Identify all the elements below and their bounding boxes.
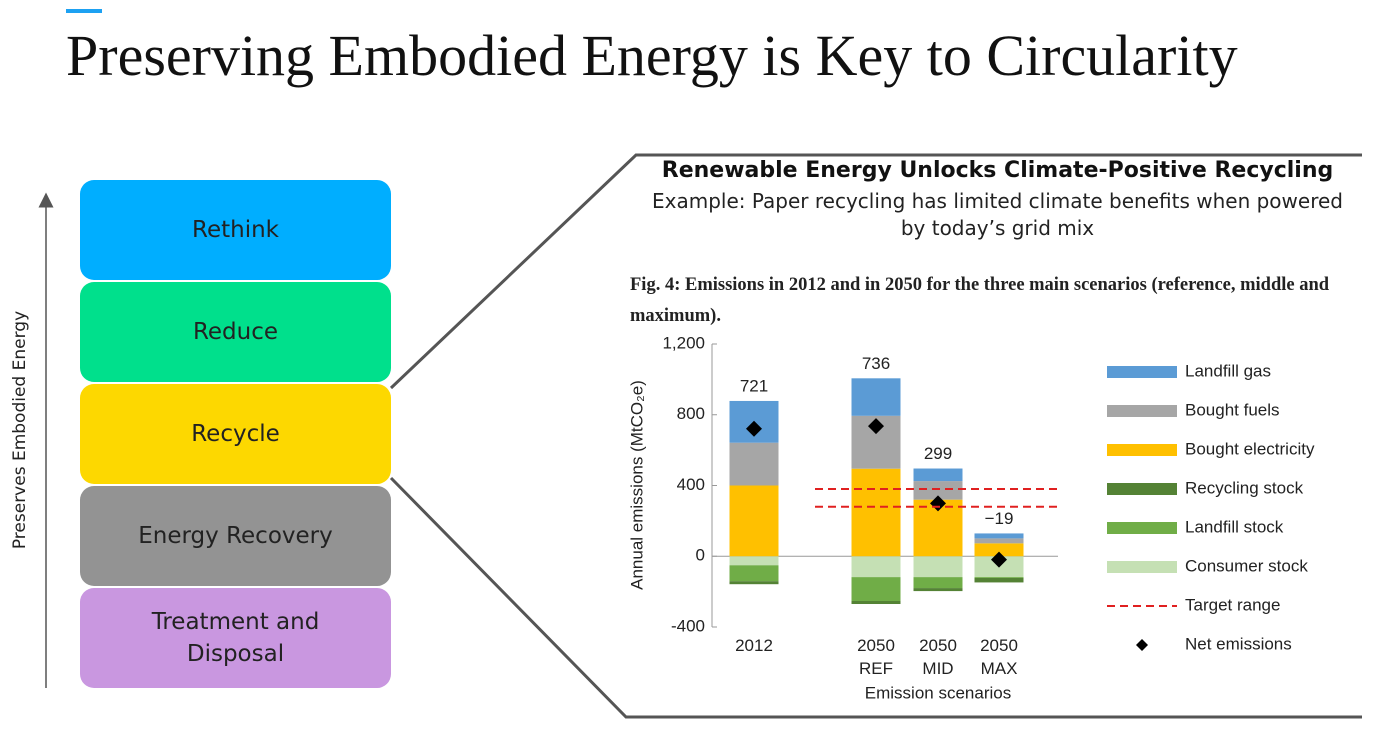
level-box: Recycle bbox=[80, 384, 391, 484]
bar-segment bbox=[913, 588, 963, 592]
net-marker bbox=[868, 418, 884, 435]
bar-segment bbox=[851, 577, 901, 601]
bar-segment bbox=[974, 577, 1024, 579]
legend-swatch bbox=[1107, 405, 1177, 417]
y-tick-label: -400 bbox=[671, 616, 705, 635]
callout-heading: Renewable Energy Unlocks Climate-Positiv… bbox=[661, 158, 1334, 183]
legend-label: Landfill stock bbox=[1185, 517, 1284, 536]
bar-segment bbox=[913, 556, 963, 578]
x-axis-title: Emission scenarios bbox=[865, 683, 1011, 702]
bar-segment bbox=[851, 378, 901, 416]
callout-line bbox=[389, 476, 1362, 719]
x-tick-label: 2050 MAX bbox=[980, 636, 1018, 678]
legend-label: Consumer stock bbox=[1185, 556, 1308, 575]
x-tick-label: 2050 MID bbox=[919, 636, 957, 678]
net-marker bbox=[991, 551, 1007, 568]
legend-label: Bought electricity bbox=[1185, 439, 1315, 458]
bar-segment bbox=[729, 581, 779, 585]
bar-segment bbox=[974, 543, 1024, 557]
net-marker bbox=[746, 420, 762, 437]
y-tick-label: 400 bbox=[677, 475, 705, 494]
bar-segment bbox=[913, 577, 963, 589]
y-tick-label: 800 bbox=[677, 404, 705, 423]
legend-swatch bbox=[1107, 366, 1177, 378]
legend-swatch bbox=[1136, 639, 1148, 651]
legend-swatch bbox=[1107, 444, 1177, 456]
accent-bar bbox=[66, 9, 102, 13]
legend-label: Net emissions bbox=[1185, 634, 1292, 653]
data-label: 721 bbox=[740, 376, 768, 395]
bar-segment bbox=[729, 485, 779, 557]
legend-label: Target range bbox=[1185, 595, 1280, 614]
callout-line bbox=[389, 153, 1362, 390]
figure-caption: Fig. 4: Emissions in 2012 and in 2050 fo… bbox=[630, 275, 1330, 326]
level-box: Treatment and Disposal bbox=[80, 588, 391, 688]
bar-segment bbox=[913, 468, 963, 482]
x-tick-label: 2012 bbox=[735, 636, 773, 655]
bar-segment bbox=[729, 556, 779, 566]
legend-label: Recycling stock bbox=[1185, 478, 1304, 497]
level-box: Energy Recovery bbox=[80, 486, 391, 586]
y-tick-label: 0 bbox=[696, 546, 705, 565]
y-axis-title: Annual emissions (MtCO₂e) bbox=[627, 380, 646, 590]
bar-segment bbox=[974, 533, 1024, 539]
legend-swatch bbox=[1107, 483, 1177, 495]
data-label: 736 bbox=[862, 354, 890, 373]
level-box: Rethink bbox=[80, 180, 391, 280]
bar-segment bbox=[851, 600, 901, 605]
bar-segment bbox=[851, 556, 901, 578]
slide-title: Preserving Embodied Energy is Key to Cir… bbox=[66, 23, 1238, 88]
legend-swatch bbox=[1107, 561, 1177, 573]
bar-segment bbox=[913, 481, 963, 500]
callout-text: Example: Paper recycling has limited cli… bbox=[652, 189, 1343, 240]
data-label: −19 bbox=[985, 509, 1014, 528]
bar-segment bbox=[729, 442, 779, 486]
legend-swatch bbox=[1107, 522, 1177, 534]
bar-segment bbox=[974, 578, 1024, 583]
x-tick-label: 2050 REF bbox=[857, 636, 895, 678]
bar-segment bbox=[851, 468, 901, 557]
bar-segment bbox=[974, 538, 1024, 544]
legend-label: Landfill gas bbox=[1185, 361, 1271, 380]
level-box: Reduce bbox=[80, 282, 391, 382]
legend-label: Bought fuels bbox=[1185, 400, 1280, 419]
y-tick-label: 1,200 bbox=[662, 333, 705, 352]
data-label: 299 bbox=[924, 444, 952, 463]
bar-segment bbox=[729, 565, 779, 582]
